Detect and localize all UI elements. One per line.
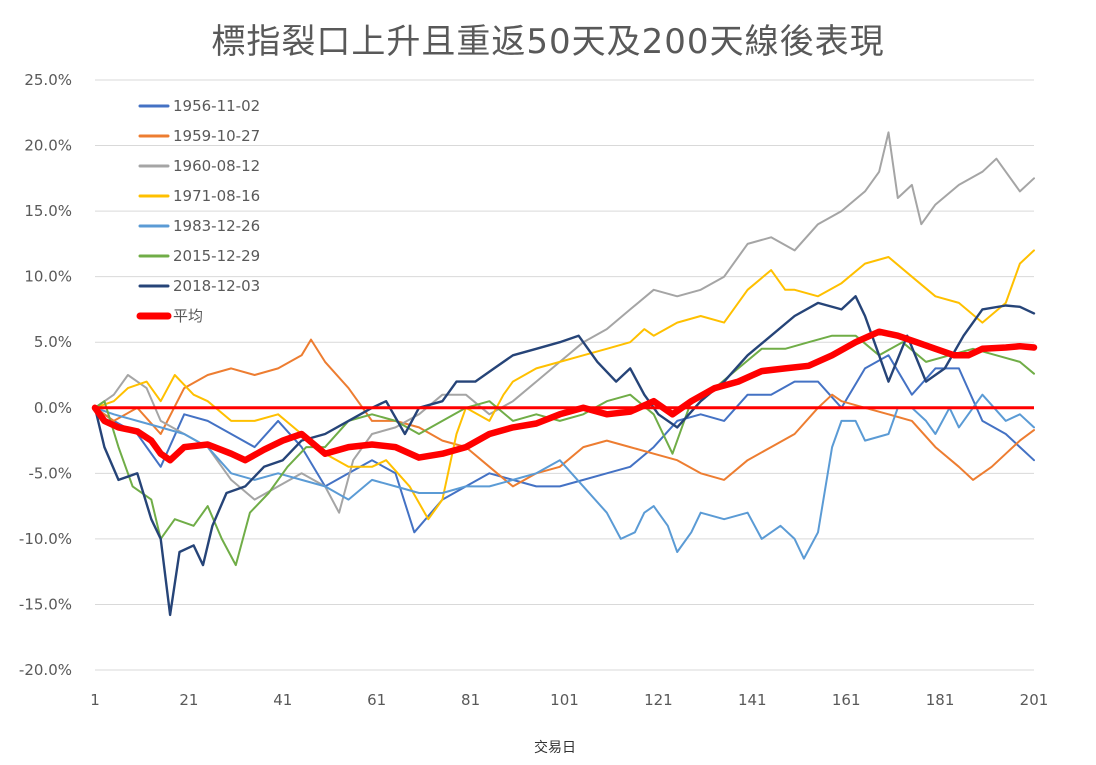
y-tick-label: 20.0% <box>24 137 72 155</box>
legend-label: 1959-10-27 <box>173 127 260 145</box>
legend-label: 1971-08-16 <box>173 187 260 205</box>
x-tick-label: 201 <box>1020 691 1049 709</box>
y-tick-label: -5.0% <box>28 464 72 482</box>
legend-label: 1960-08-12 <box>173 157 260 175</box>
series-line-平均 <box>91 328 1038 464</box>
x-tick-label: 121 <box>644 691 673 709</box>
x-axis: 1 21 41 61 81 101 121 141 161 181 201 <box>90 691 1048 709</box>
series-line-1959-10-27 <box>94 338 1035 488</box>
x-tick-label: 21 <box>179 691 198 709</box>
y-axis: 25.0% 20.0% 15.0% 10.0% 5.0% 0.0% -5.0% -10.0% -… <box>19 71 72 679</box>
legend-label: 2015-12-29 <box>173 247 260 265</box>
x-tick-label: 181 <box>926 691 955 709</box>
x-tick-label: 141 <box>738 691 767 709</box>
y-tick-label: -15.0% <box>19 595 72 613</box>
series-line-1971-08-16 <box>94 249 1035 521</box>
series-lines <box>91 131 1038 617</box>
series-line-1960-08-12 <box>94 131 1035 514</box>
x-tick-label: 101 <box>550 691 579 709</box>
x-tick-label: 161 <box>832 691 861 709</box>
y-tick-label: 15.0% <box>24 202 72 220</box>
legend-label: 2018-12-03 <box>173 277 260 295</box>
x-tick-label: 81 <box>461 691 480 709</box>
legend-label: 平均 <box>173 307 203 325</box>
x-tick-label: 61 <box>367 691 386 709</box>
legend-label: 1956-11-02 <box>173 97 260 115</box>
chart-title: 標指裂口上升且重返50天及200天線後表現 <box>211 22 885 62</box>
y-tick-label: -10.0% <box>19 530 72 548</box>
series-line-2018-12-03 <box>93 295 1036 617</box>
legend-label: 1983-12-26 <box>173 217 260 235</box>
y-tick-label: 25.0% <box>24 71 72 89</box>
x-tick-label: 1 <box>90 691 100 709</box>
y-tick-label: 0.0% <box>34 399 72 417</box>
x-tick-label: 41 <box>273 691 292 709</box>
x-axis-label: 交易日 <box>534 739 576 756</box>
y-tick-label: 5.0% <box>34 333 72 351</box>
gridlines <box>95 79 1034 671</box>
y-tick-label: -20.0% <box>19 661 72 679</box>
legend: 1956-11-02 1959-10-27 1960-08-12 1971-08-16… <box>136 97 260 325</box>
series-line-1956-11-02 <box>94 354 1035 534</box>
y-tick-label: 10.0% <box>24 268 72 286</box>
